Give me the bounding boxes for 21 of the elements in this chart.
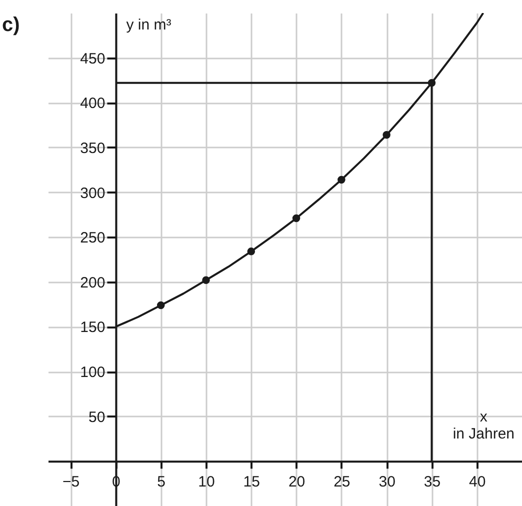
- text: c): [2, 14, 20, 37]
- y-tick-label: 100: [80, 364, 106, 382]
- x-tick-label: 5: [157, 474, 166, 491]
- x-tick-label: 30: [378, 474, 396, 491]
- x-tick-label: 10: [198, 474, 215, 491]
- y-tick-label: 250: [80, 230, 106, 247]
- x-tick-label: 20: [288, 474, 306, 491]
- x-tick-label: −5: [62, 474, 80, 491]
- x-tick-label: 40: [469, 474, 486, 491]
- y-axis-title: y in m³: [126, 16, 172, 34]
- y-tick-label: 450: [80, 50, 106, 68]
- y-tick-label: 300: [80, 184, 106, 202]
- x-tick-label: 25: [334, 474, 350, 491]
- x-axis-title: x in Jahren: [452, 408, 515, 443]
- x-tick-label: 35: [424, 474, 441, 491]
- y-tick-label: 200: [80, 274, 106, 292]
- x-tick-label: 15: [243, 474, 260, 491]
- y-tick-label: 150: [80, 319, 106, 336]
- y-tick-label: 350: [80, 140, 106, 157]
- y-tick-label: 400: [80, 95, 106, 112]
- y-tick-label: 50: [88, 408, 106, 426]
